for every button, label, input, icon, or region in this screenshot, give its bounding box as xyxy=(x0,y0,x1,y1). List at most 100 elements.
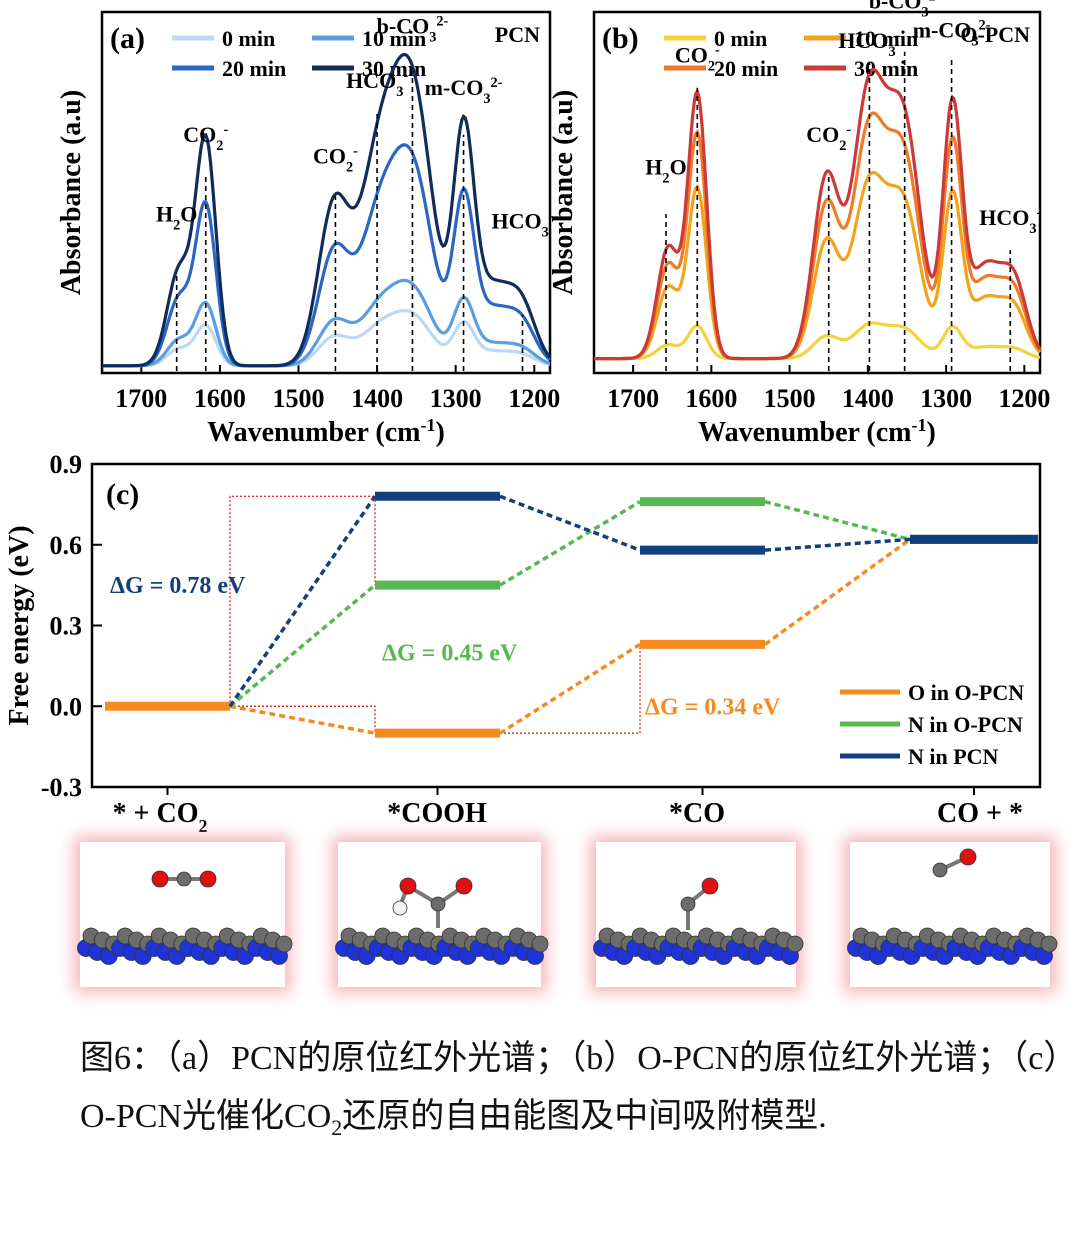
carbon-atom xyxy=(680,896,696,912)
panel-label: (b) xyxy=(602,22,639,55)
caption-part1: 图6：（a）PCN的原位红外光谱；（b）O-PCN的原位红外光谱；（c）O-PC… xyxy=(80,1040,1061,1135)
peak-label-rest: O xyxy=(180,201,197,226)
carbon-atom xyxy=(932,862,948,878)
carbon-atom xyxy=(531,935,549,953)
peak-label-main: m-CO xyxy=(425,75,484,100)
peak-label-main: H xyxy=(645,154,662,179)
peak-label-sub: 3 xyxy=(889,44,896,60)
peak-label: H2O xyxy=(645,154,686,186)
cooh-model xyxy=(332,836,549,993)
peak-label-sup: - xyxy=(896,28,901,44)
peak-label-sub: 3 xyxy=(396,84,403,100)
peak-label: CO2- xyxy=(675,43,720,75)
peak-label-sup: 2- xyxy=(929,0,941,4)
x-tick-label: 1600 xyxy=(194,384,246,413)
carbon-atom xyxy=(786,935,804,953)
energy-connector xyxy=(228,583,377,708)
hydrogen-atom xyxy=(392,900,408,916)
legend-label: 20 min xyxy=(222,56,286,81)
energy-connector xyxy=(764,537,911,552)
peak-label: H2O xyxy=(156,201,197,233)
x-axis-label-sup: -1 xyxy=(912,415,927,435)
peak-label-sup: 2- xyxy=(979,17,991,33)
energy-connector xyxy=(499,500,641,587)
x-axis-label: Wavenumber (cm-1) xyxy=(698,415,936,448)
oxygen-atom xyxy=(701,877,719,895)
peak-label: CO2- xyxy=(806,122,851,154)
peak-label-sub: 2 xyxy=(839,138,846,154)
x-tick-label: 1500 xyxy=(272,384,324,413)
plot-frame xyxy=(90,462,1042,789)
x-tick-label: 1500 xyxy=(764,384,816,413)
adsorption-models xyxy=(74,836,1058,993)
peak-label-sub: 2 xyxy=(173,217,180,233)
co2-model xyxy=(74,836,293,993)
co-model xyxy=(590,836,804,993)
x-tick-label: 1200 xyxy=(998,384,1050,413)
peak-label-main: m-CO xyxy=(913,17,972,42)
legend-label: 10 min xyxy=(854,26,918,51)
peak-label-main: CO xyxy=(806,122,839,147)
peak-label: HCO3- xyxy=(979,205,1041,237)
peak-label-main: H xyxy=(156,201,173,226)
y-axis-label: Free energy (eV) xyxy=(4,525,35,725)
peak-label-sup: 2- xyxy=(436,14,448,30)
peak-label-sub: 2 xyxy=(216,138,223,154)
category-label: * + CO2 xyxy=(113,798,208,836)
legend-label: 20 min xyxy=(714,56,778,81)
peak-label-sub: 2 xyxy=(708,59,715,75)
legend-label: 0 min xyxy=(222,26,275,51)
energy-connector xyxy=(499,642,641,735)
energy-connector xyxy=(764,499,911,542)
x-tick-label: 1700 xyxy=(115,384,167,413)
oxygen-atom xyxy=(151,870,169,888)
plot-frame xyxy=(592,10,1042,375)
peak-label-sup: - xyxy=(549,209,554,225)
spectrum-line-20-min xyxy=(594,111,1042,361)
sample-tag: PCN xyxy=(495,22,540,47)
step-guide-pcn xyxy=(229,495,375,707)
peak-label-sub: 2 xyxy=(662,170,669,186)
x-axis-label-end: ) xyxy=(927,417,936,448)
legend-label: 0 min xyxy=(714,26,767,51)
peak-label: HCO3- xyxy=(346,68,408,100)
peak-label-sub: 3 xyxy=(921,4,928,20)
peak-label-main: HCO xyxy=(979,205,1029,230)
category-label-main: *CO xyxy=(669,798,725,829)
peak-label-main: HCO xyxy=(346,68,396,93)
category-label: *COOH xyxy=(387,798,487,829)
peak-label-sup: - xyxy=(715,43,720,59)
peak-label-main: CO xyxy=(183,122,216,147)
peak-label-sub: 3 xyxy=(542,225,549,241)
y-tick-label: 0.9 xyxy=(50,450,83,479)
peak-label: m-CO32- xyxy=(913,17,991,49)
peak-label-main: CO xyxy=(313,144,346,169)
oxygen-atom xyxy=(455,877,473,895)
oxygen-atom xyxy=(399,877,417,895)
peak-label-sub: 3 xyxy=(1029,221,1036,237)
delta-g-label: ΔG = 0.45 eV xyxy=(382,640,518,666)
model-frame xyxy=(596,842,796,987)
peak-label-main: b-CO xyxy=(377,14,430,39)
legend-label: N in PCN xyxy=(908,744,999,769)
spectrum-line-30-min xyxy=(594,67,1042,361)
spectrum-line-0-min xyxy=(594,321,1041,361)
x-axis-label-end: ) xyxy=(436,417,445,448)
panel-label: (a) xyxy=(110,22,145,55)
peak-label-sup: - xyxy=(846,122,851,138)
peak-label: m-CO32- xyxy=(425,75,503,107)
peak-label: HCO3- xyxy=(491,209,553,241)
x-tick-label: 1400 xyxy=(842,384,894,413)
x-tick-label: 1700 xyxy=(607,384,659,413)
spectrum-line-10-min xyxy=(594,170,1042,361)
legend-label: O in O-PCN xyxy=(908,680,1024,705)
caption-subscript: 2 xyxy=(331,1114,343,1140)
peak-label-sup: - xyxy=(1037,205,1042,221)
peak-label-sup: - xyxy=(403,68,408,84)
category-label-main: CO + * xyxy=(937,798,1023,829)
peak-label: CO2- xyxy=(183,122,228,154)
energy-connector xyxy=(499,494,641,552)
peak-label-sub: 3 xyxy=(971,33,978,49)
